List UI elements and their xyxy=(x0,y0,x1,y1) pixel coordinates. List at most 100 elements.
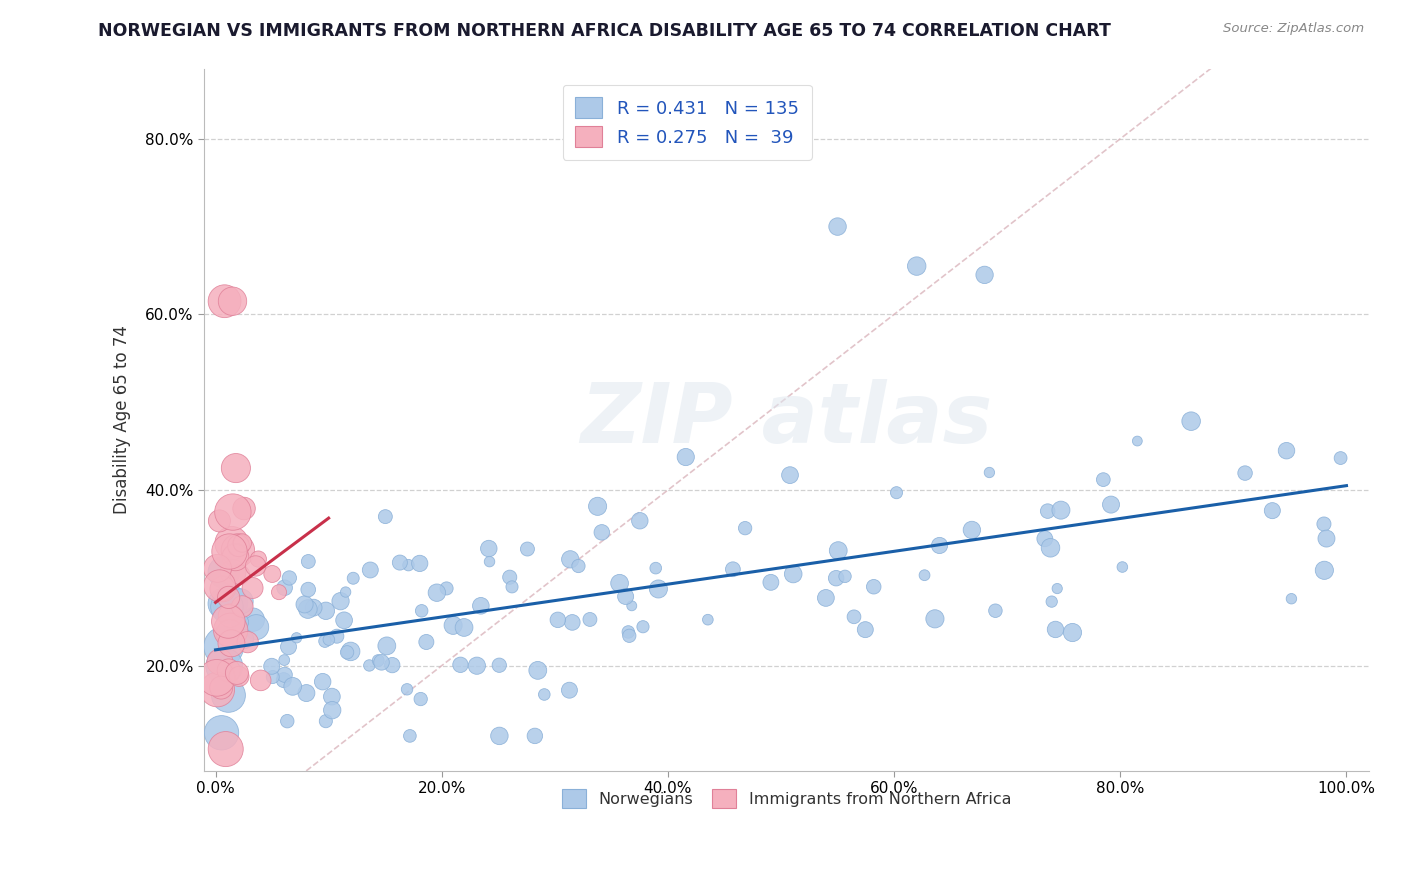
Point xyxy=(620,599,643,613)
Point xyxy=(478,555,501,569)
Legend: Norwegians, Immigrants from Northern Africa: Norwegians, Immigrants from Northern Afr… xyxy=(554,781,1019,816)
Point xyxy=(928,539,950,553)
Point xyxy=(359,658,381,673)
Point xyxy=(734,521,756,535)
Point xyxy=(591,525,613,540)
Point xyxy=(1099,498,1122,512)
Point xyxy=(208,579,231,593)
Point xyxy=(214,294,236,309)
Point xyxy=(335,585,357,599)
Point xyxy=(302,600,325,615)
Point xyxy=(311,674,333,689)
Point xyxy=(411,604,433,618)
Point xyxy=(409,557,432,571)
Point xyxy=(262,670,284,684)
Point xyxy=(273,673,295,687)
Point xyxy=(276,714,298,728)
Point xyxy=(862,580,884,594)
Point xyxy=(478,541,501,556)
Point xyxy=(396,682,419,697)
Point xyxy=(453,620,475,634)
Point xyxy=(208,514,231,528)
Point xyxy=(221,294,243,309)
Point xyxy=(225,665,247,680)
Point xyxy=(834,569,856,583)
Point xyxy=(278,571,301,585)
Point xyxy=(567,559,589,574)
Point xyxy=(409,692,432,706)
Point xyxy=(260,659,283,673)
Point xyxy=(675,450,697,464)
Point xyxy=(218,664,240,678)
Point xyxy=(226,543,249,558)
Point xyxy=(523,729,546,743)
Point xyxy=(560,552,582,566)
Point xyxy=(924,612,946,626)
Point xyxy=(205,671,228,685)
Point xyxy=(224,550,246,565)
Point xyxy=(207,561,229,575)
Point xyxy=(842,609,865,624)
Point xyxy=(208,655,231,669)
Point xyxy=(217,615,239,629)
Point xyxy=(339,644,361,658)
Point xyxy=(221,636,243,650)
Point xyxy=(1180,414,1202,428)
Point xyxy=(218,544,240,558)
Point xyxy=(398,558,420,573)
Point xyxy=(212,597,235,611)
Point xyxy=(853,623,876,637)
Point xyxy=(229,594,252,608)
Point xyxy=(367,654,389,668)
Point xyxy=(245,620,267,634)
Point xyxy=(281,679,304,693)
Point xyxy=(329,594,352,608)
Point xyxy=(212,640,235,654)
Point xyxy=(247,552,270,566)
Point xyxy=(212,566,235,580)
Point xyxy=(273,581,295,595)
Point xyxy=(501,580,523,594)
Point xyxy=(886,485,908,500)
Point xyxy=(759,575,782,590)
Point xyxy=(1045,623,1067,637)
Point xyxy=(526,664,548,678)
Point xyxy=(297,602,319,616)
Point xyxy=(219,596,242,610)
Point xyxy=(561,615,583,630)
Point xyxy=(960,523,983,537)
Point xyxy=(1313,516,1336,531)
Point xyxy=(225,461,247,475)
Point xyxy=(465,658,488,673)
Point xyxy=(1033,532,1056,546)
Point xyxy=(1281,591,1303,606)
Point xyxy=(214,659,236,673)
Point xyxy=(426,585,449,599)
Point xyxy=(647,582,669,596)
Point xyxy=(314,634,336,648)
Point xyxy=(1275,443,1298,458)
Point xyxy=(249,673,271,688)
Point xyxy=(399,729,422,743)
Point xyxy=(297,582,319,597)
Point xyxy=(231,536,253,550)
Point xyxy=(273,653,295,667)
Point xyxy=(609,576,631,591)
Point xyxy=(277,640,299,654)
Point xyxy=(218,591,240,605)
Point xyxy=(267,585,290,599)
Point xyxy=(1039,541,1062,555)
Point xyxy=(336,645,359,659)
Point xyxy=(232,632,254,646)
Point xyxy=(470,599,492,613)
Point xyxy=(209,681,232,695)
Point xyxy=(441,618,464,632)
Point xyxy=(229,567,252,582)
Point xyxy=(222,566,245,580)
Point xyxy=(547,613,569,627)
Point xyxy=(326,629,349,643)
Point xyxy=(779,468,801,483)
Point xyxy=(375,639,398,653)
Point xyxy=(905,259,928,273)
Point xyxy=(1036,504,1059,518)
